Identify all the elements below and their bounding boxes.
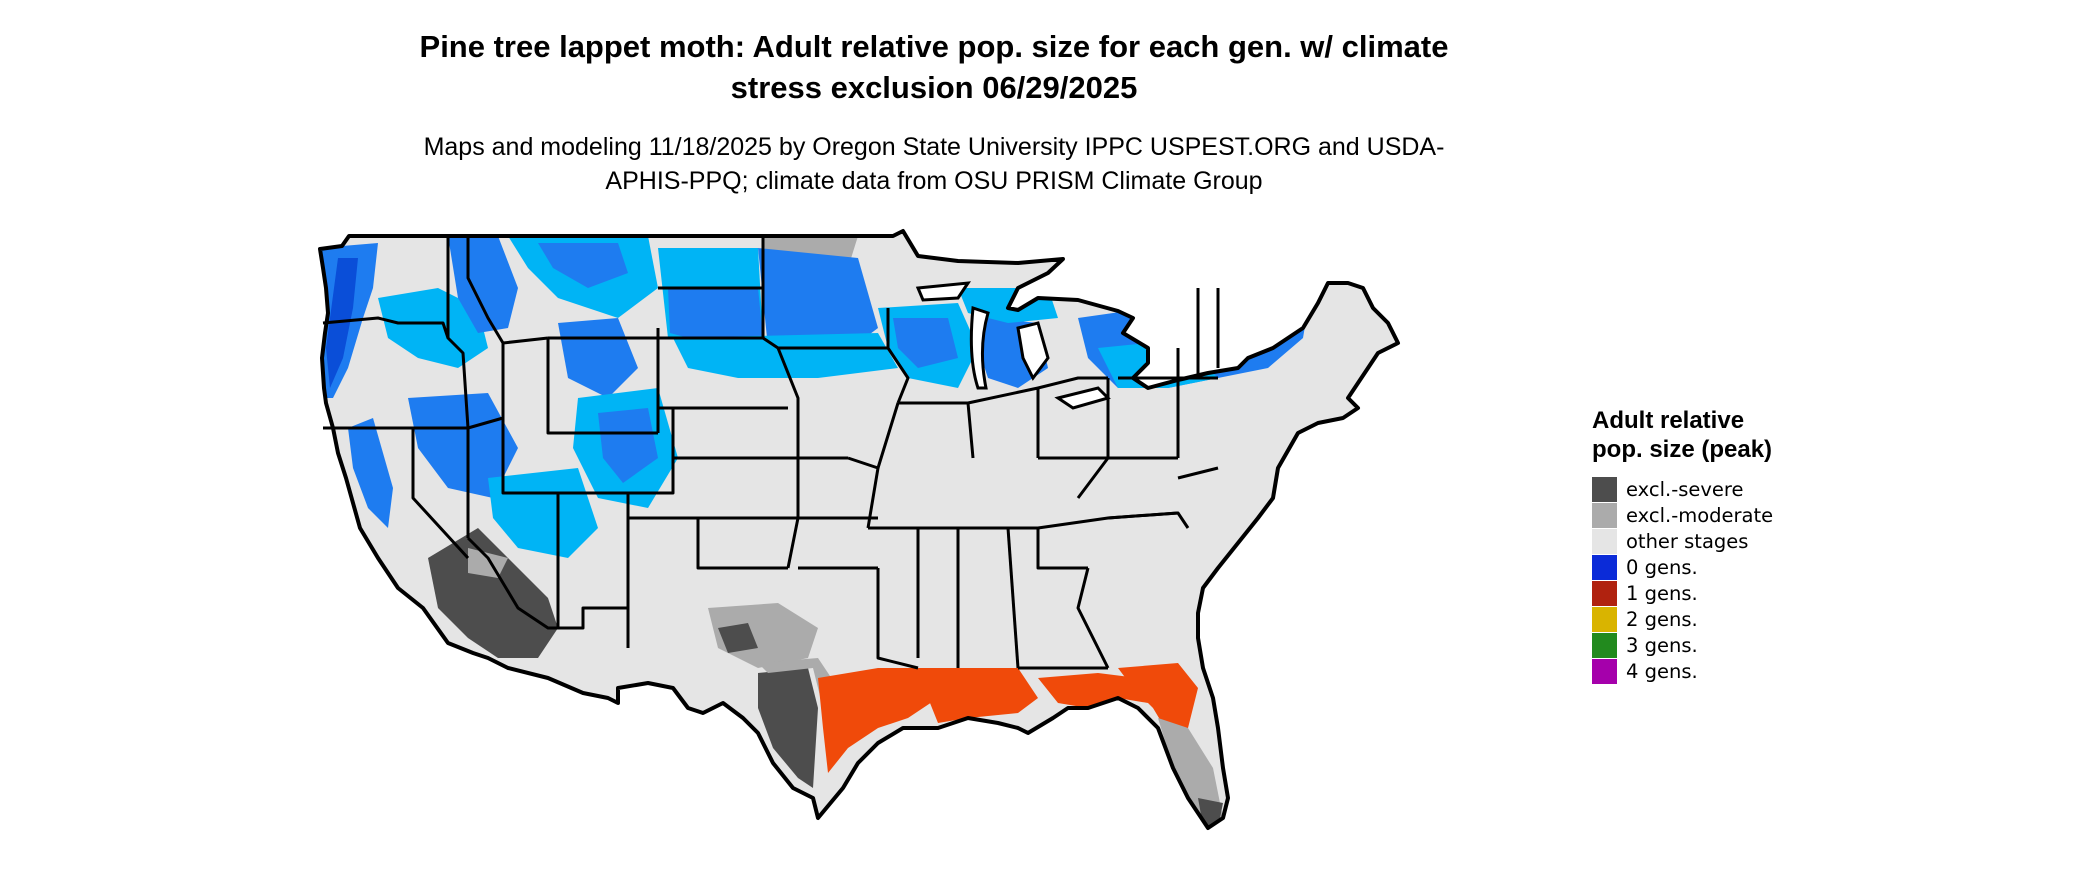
legend-item: 3 gens. [1592,632,1892,658]
legend-label: 3 gens. [1626,633,1698,657]
us-map [318,229,1400,830]
legend-label: 2 gens. [1626,607,1698,631]
zone-0gens-sierra [348,418,393,528]
legend-label: other stages [1626,529,1749,553]
zone-0gens-minnesota [758,248,878,358]
legend-item: 2 gens. [1592,606,1892,632]
header: Pine tree lappet moth: Adult relative po… [0,26,1868,198]
legend-swatch [1592,502,1617,528]
map-title: Pine tree lappet moth: Adult relative po… [419,29,1449,105]
zone-excl-severe-tx-west [718,623,758,653]
zone-1gen-gulf-tx [818,668,938,773]
legend-swatch [1592,554,1617,580]
legend-label: 1 gens. [1626,581,1698,605]
legend-label: excl.-moderate [1626,503,1774,527]
legend-item: 0 gens. [1592,554,1892,580]
legend-item: excl.-moderate [1592,502,1892,528]
legend-swatch [1592,476,1617,502]
great-lakes [915,281,1111,410]
legend-items: excl.-severe excl.-moderate other stages 0 … [1592,476,1892,684]
zone-0gens-n-rockies [378,288,488,368]
legend-label: 0 gens. [1626,555,1698,579]
legend: Adult relative pop. size (peak) excl.-se… [1592,406,1892,684]
legend-swatch [1592,632,1617,658]
zone-excl-moderate-tx-south [758,658,838,708]
legend-swatch [1592,528,1617,554]
zone-0gens-idaho [448,236,518,333]
legend-swatch [1592,606,1617,632]
legend-swatch [1592,658,1617,684]
zone-1gen-gulf-la [918,668,1038,723]
legend-item: 4 gens. [1592,658,1892,684]
zone-1gen-florida [1118,663,1198,733]
legend-item: excl.-severe [1592,476,1892,502]
legend-label: excl.-severe [1626,477,1744,501]
zone-excl-moderate-sw [468,548,508,578]
legend-label: 4 gens. [1626,659,1698,683]
zone-0gens-nm-az [488,468,598,558]
zone-0gens-wisconsin-dark [893,318,958,368]
zone-0gens-iowa-north [673,333,898,378]
state-borders [322,236,1220,670]
zone-0gens-utah [408,393,518,498]
zone-0gens-dakotas-dark [668,288,763,346]
legend-title: Adult relative pop. size (peak) [1592,407,1773,463]
zone-0gens-northeast-light [1098,343,1218,388]
zone-0gens-colorado-dark [598,408,658,483]
zone-excl-severe-tx-south [758,668,818,788]
raster-layer [320,236,1318,828]
legend-swatch [1592,580,1617,606]
zone-1gen-florida-panhandle [1038,673,1148,708]
zone-0gens-cascades [326,258,358,388]
legend-item: other stages [1592,528,1892,554]
map-subtitle: Maps and modeling 11/18/2025 by Oregon S… [423,133,1445,195]
zone-excl-severe-sw [428,528,558,658]
legend-item: 1 gens. [1592,580,1892,606]
zone-0gens-montana-dark [538,243,628,288]
zone-excl-severe-florida-tip [1198,798,1223,828]
